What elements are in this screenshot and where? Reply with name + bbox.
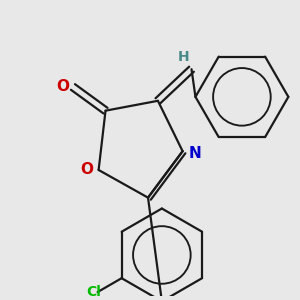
Text: O: O	[56, 80, 70, 94]
Text: N: N	[189, 146, 202, 161]
Text: O: O	[80, 163, 93, 178]
Text: Cl: Cl	[86, 285, 101, 299]
Text: H: H	[178, 50, 189, 64]
